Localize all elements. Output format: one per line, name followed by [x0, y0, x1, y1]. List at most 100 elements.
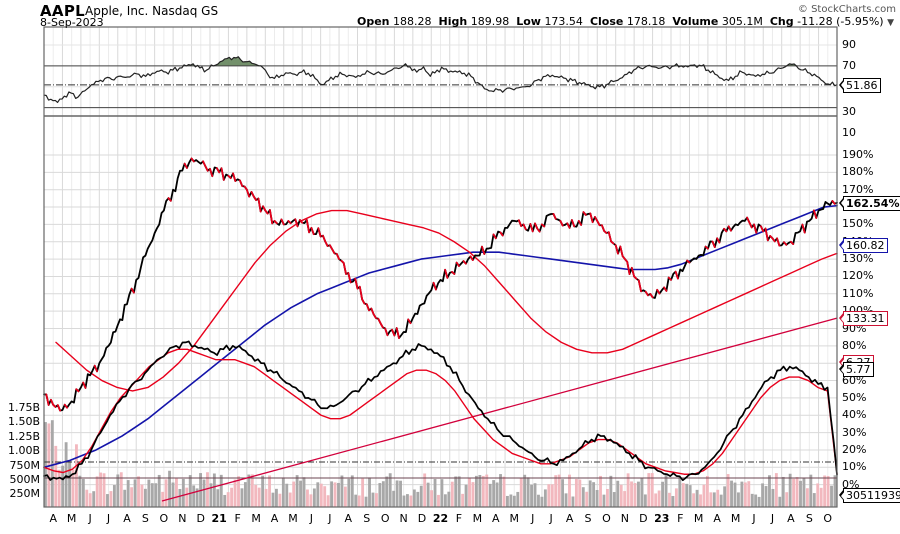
chg-label: Chg: [769, 15, 794, 28]
volume-bar: [537, 494, 540, 507]
chevron-down-icon[interactable]: ▼: [887, 18, 894, 28]
x-axis-month-label: A: [49, 512, 57, 525]
x-axis-month-label: M: [472, 512, 483, 525]
x-axis-month-label: A: [344, 512, 353, 525]
volume-bar: [292, 481, 296, 507]
volume-bar: [705, 475, 709, 507]
volume-bar: [492, 480, 496, 507]
volume-bar: [116, 474, 120, 507]
volume-bar: [212, 473, 216, 507]
volume-bar: [795, 477, 799, 507]
volume-axis-tick: 500M: [9, 473, 41, 486]
value-flag-text: 162.54%: [846, 196, 900, 210]
x-axis-month-label: A: [492, 512, 500, 525]
quote-date: 8-Sep-2023: [40, 16, 104, 29]
percent-axis-tick: 30%: [842, 425, 867, 439]
volume-bar: [557, 474, 561, 507]
volume-bar: [637, 481, 640, 507]
volume-bar: [247, 474, 251, 507]
x-axis-month-label: F: [234, 512, 241, 525]
volume-bar: [754, 494, 758, 507]
volume-bar: [312, 488, 316, 507]
volume-bar: [512, 495, 516, 507]
percent-axis-tick: 190%: [842, 148, 874, 161]
volume-bar: [192, 485, 196, 507]
volume-bar: [75, 444, 78, 507]
volume-bar: [719, 494, 723, 507]
x-axis-month-label: A: [713, 512, 721, 525]
volume-bar: [833, 475, 837, 507]
volume-bar: [157, 474, 161, 507]
x-axis-month-label: S: [141, 512, 149, 525]
volume-bar: [647, 473, 651, 507]
volume-bar: [447, 491, 451, 507]
open-label: Open: [356, 15, 390, 28]
volume-bar: [678, 477, 682, 507]
volume-bar: [657, 490, 661, 507]
volume-bar: [154, 483, 158, 507]
volume-bar: [337, 482, 340, 507]
volume-bars: [44, 420, 837, 507]
volume-bar: [661, 481, 665, 507]
volume-bar: [699, 494, 702, 507]
volume-bar: [285, 483, 289, 507]
volume-bar: [606, 489, 609, 507]
ticker-symbol[interactable]: AAPL: [40, 2, 85, 20]
volume-bar: [326, 495, 330, 507]
volume-bar: [423, 473, 427, 507]
percent-axis-tick: 110%: [842, 286, 874, 300]
volume-bar: [316, 482, 320, 507]
volume-bar: [764, 486, 768, 507]
x-axis-month-label: J: [328, 512, 332, 525]
volume-bar: [692, 493, 696, 507]
volume-bar: [454, 476, 458, 507]
x-axis-month-label: A: [565, 512, 574, 525]
volume-bar: [809, 474, 813, 507]
volume-bar: [368, 477, 371, 507]
volume-bar: [726, 474, 730, 507]
volume-bar: [785, 492, 789, 507]
volume-bar: [257, 487, 261, 507]
volume-bar: [357, 495, 361, 507]
volume-bar: [381, 481, 385, 507]
volume-bar: [202, 479, 206, 507]
volume-bar: [812, 493, 816, 507]
x-axis-month-label: J: [752, 512, 756, 525]
volume-bar: [712, 492, 716, 507]
volume-bar: [295, 475, 299, 507]
volume-bar: [61, 465, 65, 507]
low-value: 173.54: [544, 15, 583, 28]
percent-axis-tick: 180%: [842, 165, 874, 179]
ohlc-quote-bar: Open 188.28 High 189.98 Low 173.54 Close…: [357, 15, 894, 28]
volume-bar: [243, 482, 247, 507]
volume-bar: [178, 488, 182, 507]
volume-bar: [340, 475, 344, 507]
volume-bar: [568, 474, 571, 507]
volume-bar: [385, 476, 389, 507]
volume-bar: [147, 479, 151, 507]
volume-bar: [592, 482, 596, 507]
volume-bar: [633, 483, 637, 507]
volume-bar: [330, 481, 334, 507]
rsi-axis-tick: 90: [842, 38, 856, 51]
volume-bar: [233, 479, 237, 507]
volume-bar: [109, 491, 113, 507]
percent-axis-tick: 40%: [842, 408, 867, 422]
volume-bar: [578, 479, 582, 507]
volume-bar: [457, 476, 461, 507]
volume-bar: [226, 492, 230, 507]
volume-bar: [771, 488, 775, 507]
volume-bar: [378, 483, 382, 507]
volume-bar: [88, 493, 92, 507]
x-axis-month-label: J: [770, 512, 775, 525]
value-flag: 51.86: [839, 77, 881, 93]
volume-bar: [44, 422, 47, 507]
volume-bar: [519, 478, 523, 507]
percent-axis-tick: 150%: [842, 217, 874, 231]
x-axis-month-label: F: [455, 512, 463, 525]
volume-bar: [574, 478, 578, 507]
volume-bar: [695, 489, 699, 507]
volume-bar: [547, 484, 551, 507]
volume-bar: [302, 477, 306, 507]
